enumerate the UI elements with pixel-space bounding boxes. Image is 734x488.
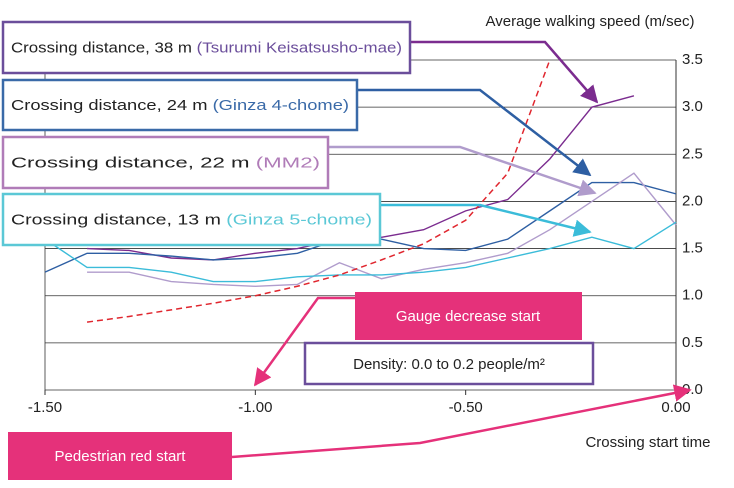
x-tick-label: -0.50	[449, 399, 483, 416]
y-tick-label: 2.0	[682, 192, 703, 209]
gauge-arrow	[253, 296, 355, 387]
density-label: Density: 0.0 to 0.2 people/m²	[353, 356, 545, 373]
legend-location: (Ginza 5-chome)	[226, 211, 372, 228]
y-tick-label: 0.0	[682, 381, 703, 398]
legend-name: Crossing distance, 38 m	[11, 39, 192, 56]
y-tick-label: 1.0	[682, 287, 703, 304]
legend-name: Crossing distance, 24 m	[11, 97, 207, 114]
legend-entry: Crossing distance, 22 m (MM2)	[11, 154, 320, 171]
legend-box	[1, 192, 382, 247]
y-tick-label: 3.0	[682, 98, 703, 115]
legend-box	[1, 20, 412, 75]
red-label: Pedestrian red start	[55, 448, 187, 465]
legend-entry: Crossing distance, 13 m (Ginza 5-chome)	[11, 211, 372, 228]
density-box	[303, 341, 595, 386]
legend-location: (Ginza 4-chome)	[213, 97, 349, 114]
legend-arrow	[357, 88, 592, 177]
legend-box	[1, 78, 359, 132]
gauge-box	[355, 292, 582, 340]
red-box	[8, 432, 232, 480]
series-line	[86, 59, 551, 323]
legend-location: (Tsurumi Keisatsusho-mae)	[197, 39, 402, 56]
legend-location: (MM2)	[256, 154, 320, 171]
legend-arrow	[380, 203, 592, 237]
x-axis-label: Crossing start time	[585, 434, 710, 451]
series-line	[87, 172, 677, 287]
legend-name: Crossing distance, 13 m	[11, 211, 221, 228]
y-tick-label: 3.5	[682, 51, 703, 68]
legend-arrow	[410, 40, 599, 104]
x-tick-label: -1.50	[28, 399, 62, 416]
x-tick-label: 0.00	[661, 399, 690, 416]
legend-arrow	[328, 145, 597, 197]
y-tick-label: 0.5	[682, 334, 703, 351]
legend-name: Crossing distance, 22 m	[11, 154, 250, 171]
legend-entry: Crossing distance, 24 m (Ginza 4-chome)	[11, 97, 349, 114]
gauge-label: Gauge decrease start	[396, 308, 541, 325]
x-tick-label: -1.00	[238, 399, 272, 416]
y-tick-label: 2.5	[682, 145, 703, 162]
legend-box	[1, 135, 330, 190]
legend-entry: Crossing distance, 38 m (Tsurumi Keisats…	[11, 39, 402, 56]
red-arrow	[231, 384, 692, 459]
y-tick-label: 1.5	[682, 240, 703, 257]
series-line	[44, 221, 677, 283]
y-axis-label: Average walking speed (m/sec)	[486, 13, 695, 30]
